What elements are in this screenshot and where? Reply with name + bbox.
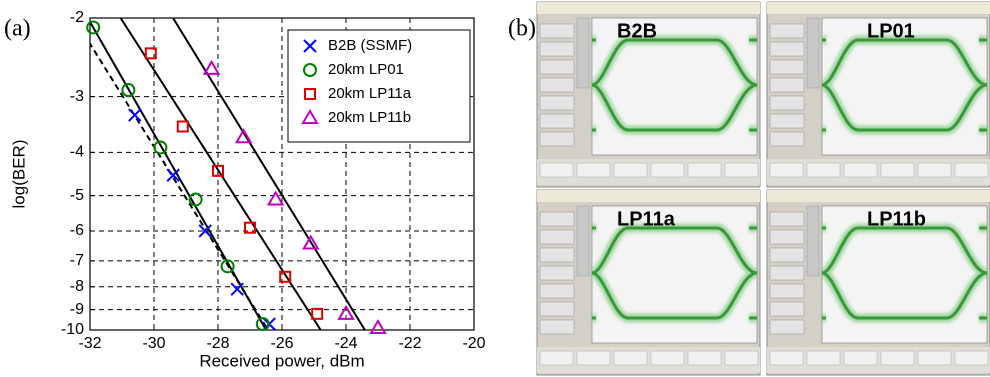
status-field <box>540 163 573 177</box>
side-button <box>770 248 804 262</box>
y-tick-label: -8 <box>70 278 84 295</box>
legend-label: 20km LP11b <box>328 109 411 126</box>
status-field <box>688 163 721 177</box>
side-button <box>540 132 574 146</box>
side-tab <box>577 206 589 276</box>
eye-label: B2B <box>617 20 657 42</box>
side-button <box>540 266 574 280</box>
side-button <box>540 230 574 244</box>
legend-label: 20km LP01 <box>328 61 404 78</box>
y-tick-label: -6 <box>70 222 84 239</box>
side-button <box>770 132 804 146</box>
status-field <box>844 163 877 177</box>
menu-bar <box>537 190 760 202</box>
status-field <box>614 163 647 177</box>
status-field <box>770 163 803 177</box>
side-button <box>770 320 804 334</box>
status-field <box>881 163 914 177</box>
panel-label: (a) <box>4 16 31 42</box>
side-button <box>770 266 804 280</box>
status-field <box>614 351 647 365</box>
side-button <box>540 212 574 226</box>
scope-screen: LP11a <box>537 190 760 375</box>
status-field <box>955 351 988 365</box>
side-button <box>770 284 804 298</box>
side-button <box>770 96 804 110</box>
status-field <box>881 351 914 365</box>
menu-bar <box>767 190 990 202</box>
side-button <box>540 60 574 74</box>
scope-screen: LP01 <box>767 2 990 187</box>
side-button <box>770 114 804 128</box>
status-field <box>577 351 610 365</box>
status-field <box>955 163 988 177</box>
status-field <box>577 163 610 177</box>
x-tick-label: -32 <box>78 335 101 352</box>
y-axis-label: log(BER) <box>9 140 28 209</box>
eye-label: LP01 <box>867 20 915 42</box>
status-field <box>651 351 684 365</box>
legend-label: B2B (SSMF) <box>328 37 412 54</box>
x-tick-label: -28 <box>206 335 229 352</box>
status-field <box>918 351 951 365</box>
eye-label: LP11b <box>867 208 926 230</box>
legend-label: 20km LP11a <box>328 85 412 102</box>
side-button <box>770 24 804 38</box>
status-field <box>770 351 803 365</box>
menu-bar <box>537 2 760 14</box>
side-button <box>540 284 574 298</box>
side-button <box>540 24 574 38</box>
side-tab <box>807 18 819 88</box>
side-button <box>540 248 574 262</box>
x-axis-label: Received power, dBm <box>199 351 364 370</box>
x-tick-label: -30 <box>142 335 165 352</box>
side-button <box>540 96 574 110</box>
figure: (a) (b) Received power, dBm log(BER) -2 -… <box>0 0 990 377</box>
side-button <box>770 302 804 316</box>
side-button <box>540 302 574 316</box>
scope-screen: LP11b <box>767 190 990 375</box>
status-field <box>540 351 573 365</box>
status-field <box>844 351 877 365</box>
status-field <box>807 163 840 177</box>
y-tick-label: -3 <box>70 88 84 105</box>
status-field <box>688 351 721 365</box>
side-button <box>540 320 574 334</box>
x-tick-label: -20 <box>462 335 485 352</box>
y-tick-label: -5 <box>70 187 84 204</box>
status-field <box>807 351 840 365</box>
y-tick-label: -7 <box>70 252 84 269</box>
scope-screen: B2B <box>537 2 760 187</box>
side-tab <box>807 206 819 276</box>
y-tick-label: -9 <box>70 301 84 318</box>
panel-label: (b) <box>508 16 536 42</box>
side-button <box>540 114 574 128</box>
side-button <box>770 60 804 74</box>
side-button <box>770 212 804 226</box>
side-button <box>770 42 804 56</box>
eye-label: LP11a <box>617 208 676 230</box>
status-field <box>725 351 758 365</box>
status-field <box>918 163 951 177</box>
side-tab <box>577 18 589 88</box>
x-tick-label: -24 <box>334 335 357 352</box>
x-tick-label: -26 <box>270 335 293 352</box>
side-button <box>770 230 804 244</box>
side-button <box>540 78 574 92</box>
x-tick-label: -22 <box>398 335 421 352</box>
y-tick-label: -4 <box>70 144 84 161</box>
y-tick-label: -2 <box>70 9 84 26</box>
menu-bar <box>767 2 990 14</box>
status-field <box>725 163 758 177</box>
side-button <box>770 78 804 92</box>
status-field <box>651 163 684 177</box>
side-button <box>540 42 574 56</box>
